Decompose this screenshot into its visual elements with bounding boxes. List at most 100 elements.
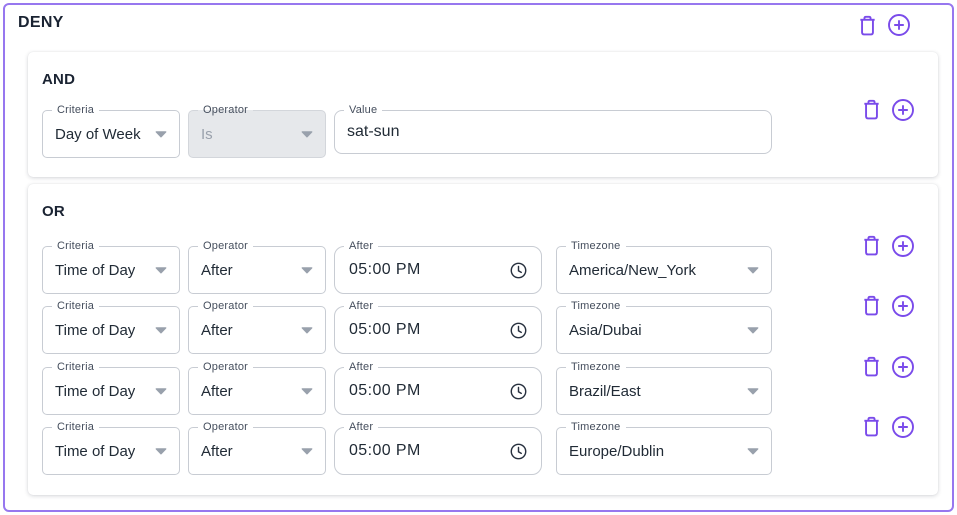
value-field: Value [334, 103, 772, 154]
or-conditions-card: OR Criteria Time of Day Operator After A… [28, 184, 938, 495]
chevron-down-icon [295, 266, 313, 274]
row-actions [861, 98, 915, 122]
and-conditions-card: AND Criteria Day of Week Operator Is Val… [28, 52, 938, 177]
field-label: Operator [198, 420, 254, 434]
field-label: After [344, 299, 379, 313]
operator-select[interactable]: Operator After [188, 360, 326, 415]
selected-value: After [201, 261, 233, 279]
delete-condition-button[interactable] [861, 415, 882, 438]
after-time-input[interactable]: After 05:00 PM [334, 420, 542, 475]
and-label: AND [42, 71, 76, 88]
add-group-button[interactable] [887, 13, 911, 37]
plus-circle-icon [891, 355, 915, 379]
field-label: After [344, 360, 379, 374]
operator-select[interactable]: Operator After [188, 299, 326, 354]
or-label: OR [42, 203, 65, 220]
selected-value: America/New_York [569, 261, 696, 279]
clock-icon [509, 442, 528, 461]
plus-circle-icon [891, 98, 915, 122]
trash-icon [861, 294, 882, 317]
trash-icon [861, 98, 882, 121]
timezone-select[interactable]: Timezone Asia/Dubai [556, 299, 772, 354]
selected-value: Brazil/East [569, 382, 641, 400]
condition-row: Criteria Time of Day Operator After Afte… [42, 356, 915, 415]
field-label: Criteria [52, 420, 100, 434]
timezone-select[interactable]: Timezone Brazil/East [556, 360, 772, 415]
chevron-down-icon [295, 387, 313, 395]
chevron-down-icon [741, 326, 759, 334]
condition-row: Criteria Time of Day Operator After Afte… [42, 416, 915, 475]
field-label: Timezone [566, 239, 626, 253]
selected-value: Time of Day [55, 382, 136, 400]
add-condition-button[interactable] [891, 234, 915, 258]
chevron-down-icon [741, 447, 759, 455]
field-label: Timezone [566, 299, 626, 313]
field-label: Value [344, 103, 383, 117]
group-title: DENY [18, 14, 64, 31]
timezone-select[interactable]: Timezone Europe/Dublin [556, 420, 772, 475]
timezone-select[interactable]: Timezone America/New_York [556, 239, 772, 294]
time-picker-button[interactable] [509, 442, 528, 461]
trash-icon [861, 355, 882, 378]
criteria-select[interactable]: Criteria Day of Week [42, 103, 180, 158]
chevron-down-icon [149, 130, 167, 138]
after-time-input[interactable]: After 05:00 PM [334, 360, 542, 415]
field-label: Timezone [566, 360, 626, 374]
add-condition-button[interactable] [891, 355, 915, 379]
add-condition-button[interactable] [891, 294, 915, 318]
trash-icon [857, 14, 878, 37]
chevron-down-icon [295, 130, 313, 138]
delete-group-button[interactable] [857, 14, 878, 37]
selected-value: Asia/Dubai [569, 321, 642, 339]
selected-value: Is [201, 125, 213, 143]
plus-circle-icon [887, 13, 911, 37]
criteria-select[interactable]: Criteria Time of Day [42, 299, 180, 354]
field-label: Criteria [52, 103, 100, 117]
criteria-select[interactable]: Criteria Time of Day [42, 360, 180, 415]
selected-value: Day of Week [55, 125, 141, 143]
trash-icon [861, 234, 882, 257]
field-label: Operator [198, 103, 254, 117]
row-actions [861, 294, 915, 318]
group-actions [857, 13, 911, 37]
criteria-select[interactable]: Criteria Time of Day [42, 420, 180, 475]
time-picker-button[interactable] [509, 261, 528, 280]
field-label: Operator [198, 239, 254, 253]
time-value: 05:00 PM [349, 442, 421, 459]
selected-value: After [201, 442, 233, 460]
clock-icon [509, 261, 528, 280]
selected-value: After [201, 321, 233, 339]
clock-icon [509, 382, 528, 401]
operator-select[interactable]: Operator After [188, 239, 326, 294]
chevron-down-icon [741, 266, 759, 274]
delete-condition-button[interactable] [861, 355, 882, 378]
clock-icon [509, 321, 528, 340]
after-time-input[interactable]: After 05:00 PM [334, 299, 542, 354]
delete-condition-button[interactable] [861, 98, 882, 121]
field-label: Operator [198, 360, 254, 374]
chevron-down-icon [149, 326, 167, 334]
chevron-down-icon [149, 387, 167, 395]
field-label: Criteria [52, 299, 100, 313]
row-actions [861, 234, 915, 258]
criteria-select[interactable]: Criteria Time of Day [42, 239, 180, 294]
operator-select[interactable]: Operator After [188, 420, 326, 475]
add-condition-button[interactable] [891, 98, 915, 122]
field-label: Timezone [566, 420, 626, 434]
row-actions [861, 355, 915, 379]
chevron-down-icon [295, 326, 313, 334]
add-condition-button[interactable] [891, 415, 915, 439]
time-value: 05:00 PM [349, 321, 421, 338]
chevron-down-icon [149, 266, 167, 274]
time-value: 05:00 PM [349, 261, 421, 278]
time-picker-button[interactable] [509, 382, 528, 401]
value-input[interactable] [347, 123, 759, 141]
delete-condition-button[interactable] [861, 294, 882, 317]
field-label: Operator [198, 299, 254, 313]
condition-row: Criteria Time of Day Operator After Afte… [42, 235, 915, 294]
time-picker-button[interactable] [509, 321, 528, 340]
delete-condition-button[interactable] [861, 234, 882, 257]
field-label: After [344, 239, 379, 253]
condition-row: Criteria Day of Week Operator Is Value [42, 99, 915, 158]
after-time-input[interactable]: After 05:00 PM [334, 239, 542, 294]
